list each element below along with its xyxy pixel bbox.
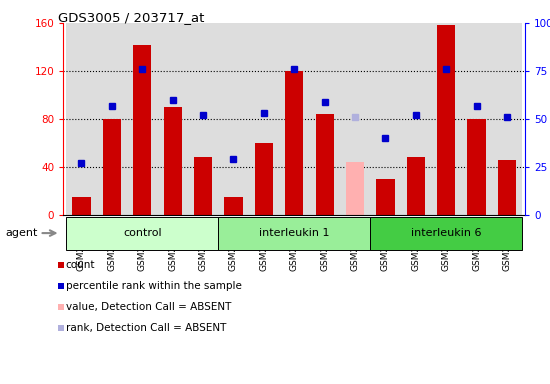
Text: agent: agent: [6, 228, 38, 238]
FancyBboxPatch shape: [370, 217, 522, 250]
Bar: [73, 197, 91, 215]
Bar: [67, 23, 97, 215]
Text: interleukin 1: interleukin 1: [259, 228, 329, 238]
Bar: [310, 23, 340, 215]
Bar: [127, 23, 157, 215]
Text: count: count: [65, 260, 95, 270]
FancyBboxPatch shape: [218, 217, 370, 250]
Bar: [498, 160, 516, 215]
Bar: [188, 23, 218, 215]
Bar: [468, 119, 486, 215]
Text: value, Detection Call = ABSENT: value, Detection Call = ABSENT: [65, 302, 231, 312]
Text: interleukin 6: interleukin 6: [411, 228, 481, 238]
Text: GDS3005 / 203717_at: GDS3005 / 203717_at: [58, 12, 204, 25]
Bar: [218, 23, 249, 215]
Text: rank, Detection Call = ABSENT: rank, Detection Call = ABSENT: [65, 323, 226, 333]
Bar: [255, 143, 273, 215]
Bar: [133, 45, 151, 215]
Bar: [279, 23, 310, 215]
Bar: [285, 71, 304, 215]
Bar: [376, 179, 394, 215]
Bar: [346, 162, 364, 215]
FancyBboxPatch shape: [67, 217, 218, 250]
Bar: [370, 23, 400, 215]
Bar: [97, 23, 127, 215]
Bar: [431, 23, 461, 215]
Text: percentile rank within the sample: percentile rank within the sample: [65, 281, 241, 291]
Bar: [340, 23, 370, 215]
Bar: [437, 25, 455, 215]
Bar: [400, 23, 431, 215]
Text: control: control: [123, 228, 162, 238]
Bar: [461, 23, 492, 215]
Bar: [406, 157, 425, 215]
Bar: [224, 197, 243, 215]
Bar: [316, 114, 334, 215]
Bar: [157, 23, 188, 215]
Bar: [103, 119, 121, 215]
Bar: [194, 157, 212, 215]
Bar: [163, 107, 182, 215]
Bar: [249, 23, 279, 215]
Bar: [492, 23, 522, 215]
